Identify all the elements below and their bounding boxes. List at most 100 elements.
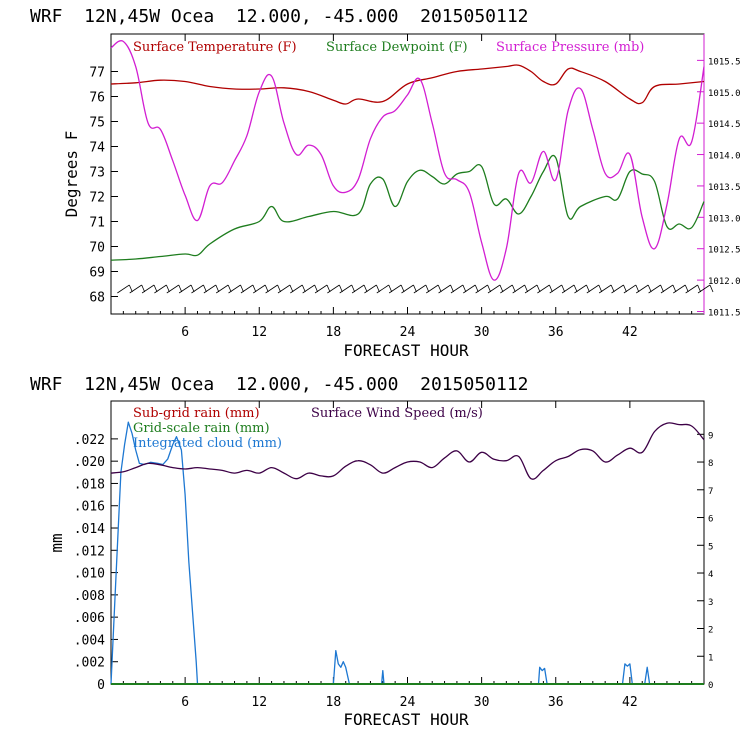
wind-barb-flag bbox=[450, 284, 454, 293]
wind-barb-flag bbox=[339, 284, 343, 293]
x-tick-label: 18 bbox=[326, 325, 342, 340]
x-tick-label: 18 bbox=[326, 695, 342, 710]
y-tick-label: 73 bbox=[89, 166, 105, 181]
wind-barb-shaft bbox=[697, 284, 711, 294]
wind-barb-shaft bbox=[154, 284, 167, 294]
y-tick-label: .020 bbox=[74, 455, 105, 470]
series-line-temperature bbox=[110, 64, 705, 105]
wind-barb-shaft bbox=[413, 284, 427, 294]
wind-barb-shaft bbox=[351, 284, 365, 294]
wind-barb-shaft bbox=[673, 284, 686, 294]
wind-barb-shaft bbox=[611, 284, 624, 294]
wind-barb-flag bbox=[573, 284, 578, 293]
wind-barb-flag bbox=[672, 284, 677, 293]
wind-barb-flag bbox=[709, 284, 714, 293]
y2-tick-label: 8 bbox=[708, 459, 713, 469]
series-line-dewpoint bbox=[110, 154, 705, 261]
y-tick-label: 75 bbox=[89, 116, 105, 131]
wind-barb-flag bbox=[598, 284, 603, 293]
y-tick-label: 72 bbox=[89, 191, 105, 206]
y-tick-label: .016 bbox=[74, 500, 105, 515]
y2-tick-label: 1012.5 bbox=[708, 246, 740, 256]
wind-barb-shaft bbox=[574, 284, 587, 294]
y2-tick-label: 1013.5 bbox=[708, 183, 740, 193]
bottom-y-axis-label: mm bbox=[47, 533, 66, 552]
wind-barb-shaft bbox=[463, 284, 476, 294]
series-line-integrated-cloud bbox=[110, 421, 651, 685]
wind-barb-flag bbox=[684, 284, 689, 293]
wind-barb-flag bbox=[277, 284, 281, 293]
wind-barb-flag bbox=[301, 284, 306, 293]
wind-barb-shaft bbox=[524, 284, 538, 294]
wind-barb-flag bbox=[425, 284, 430, 293]
y-tick-label: .002 bbox=[74, 656, 105, 671]
legend-surface-dewpoint: Surface Dewpoint (F) bbox=[326, 40, 468, 55]
wind-barb-shaft bbox=[339, 284, 352, 294]
wind-barb-flag bbox=[264, 284, 269, 293]
wind-barb-shaft bbox=[685, 284, 698, 294]
legend-surface-wind-speed: Surface Wind Speed (m/s) bbox=[311, 406, 483, 421]
y-tick-label: .008 bbox=[74, 589, 105, 604]
wind-barb-shaft bbox=[191, 284, 204, 294]
wind-barb-shaft bbox=[117, 284, 130, 294]
wind-barb-shaft bbox=[450, 284, 464, 294]
wind-barb-flag bbox=[289, 284, 294, 293]
wind-barb-flag bbox=[190, 284, 195, 293]
wind-barb-flag bbox=[623, 284, 627, 293]
y2-tick-label: 1 bbox=[708, 653, 713, 663]
y2-tick-label: 1014.0 bbox=[708, 152, 740, 162]
y2-tick-label: 1013.0 bbox=[708, 214, 740, 224]
wind-barb-flag bbox=[227, 284, 232, 293]
wind-barb-flag bbox=[647, 284, 652, 293]
wind-barb-flag bbox=[474, 284, 479, 293]
wind-barb-shaft bbox=[636, 284, 649, 294]
wind-barb-shaft bbox=[253, 284, 266, 294]
wind-barb-shaft bbox=[401, 284, 414, 294]
x-tick-label: 24 bbox=[400, 325, 416, 340]
temperature-panel: WRF 12N,45W Ocea 12.000, -45.000 2015050… bbox=[30, 6, 740, 360]
legend-integrated-cloud: Integrated cloud (mm) bbox=[133, 436, 282, 451]
y2-tick-label: 0 bbox=[708, 681, 713, 691]
wind-barb-shaft bbox=[598, 284, 612, 294]
wind-barb-flag bbox=[128, 284, 133, 293]
y-tick-label: 68 bbox=[89, 291, 105, 306]
y2-tick-label: 9 bbox=[708, 431, 713, 441]
wind-barb-shaft bbox=[438, 284, 451, 294]
x-tick-label: 12 bbox=[251, 695, 267, 710]
wind-barb-shaft bbox=[364, 284, 377, 294]
wind-barb-shaft bbox=[549, 284, 562, 294]
wind-barb-shaft bbox=[277, 284, 291, 294]
wind-barb-shaft bbox=[290, 284, 303, 294]
x-tick-label: 6 bbox=[181, 325, 189, 340]
wind-barb-flag bbox=[400, 284, 405, 293]
top-x-axis-label: FORECAST HOUR bbox=[343, 341, 469, 360]
y2-tick-label: 1012.0 bbox=[708, 277, 740, 287]
wind-barb-shaft bbox=[660, 284, 674, 294]
wind-barb-flag bbox=[178, 284, 183, 293]
wind-barb-flag bbox=[549, 284, 553, 293]
wind-barb-shaft bbox=[561, 284, 575, 294]
x-tick-label: 30 bbox=[474, 695, 490, 710]
wind-barb-flag bbox=[536, 284, 541, 293]
wind-barb-shaft bbox=[425, 284, 439, 294]
wind-barb-shaft bbox=[240, 284, 254, 294]
wind-barb-flag bbox=[326, 284, 331, 293]
wind-barb-flag bbox=[153, 284, 158, 293]
y2-tick-label: 3 bbox=[708, 598, 713, 608]
wind-barb-flag bbox=[240, 284, 244, 293]
x-tick-label: 12 bbox=[251, 325, 267, 340]
wind-barb-shaft bbox=[623, 284, 637, 294]
wind-barb-shaft bbox=[314, 284, 328, 294]
y-tick-label: .006 bbox=[74, 611, 105, 626]
y-tick-label: .018 bbox=[74, 477, 105, 492]
wind-barb-flag bbox=[203, 284, 207, 293]
wind-barb-shaft bbox=[475, 284, 488, 294]
wind-barb-flag bbox=[635, 284, 640, 293]
precipitation-panel: WRF 12N,45W Ocea 12.000, -45.000 2015050… bbox=[30, 374, 713, 729]
legend-gridscale-rain: Grid-scale rain (mm) bbox=[133, 421, 270, 436]
y2-tick-label: 1011.5 bbox=[708, 308, 740, 318]
y-tick-label: .014 bbox=[74, 522, 105, 537]
wind-barb-flag bbox=[252, 284, 257, 293]
y2-tick-label: 6 bbox=[708, 515, 713, 525]
y2-tick-label: 4 bbox=[708, 570, 713, 580]
